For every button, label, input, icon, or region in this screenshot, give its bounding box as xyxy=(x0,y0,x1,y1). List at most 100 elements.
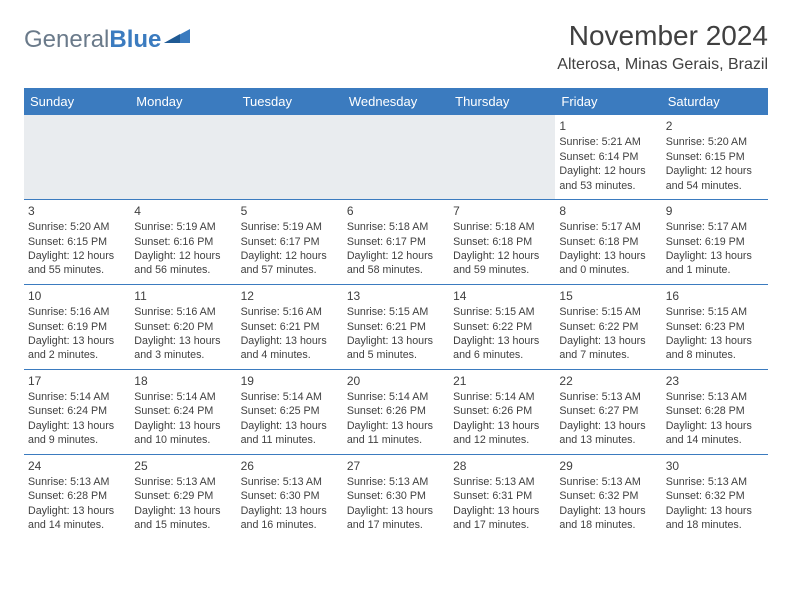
sunrise-text: Sunrise: 5:20 AM xyxy=(666,135,764,149)
sunrise-text: Sunrise: 5:14 AM xyxy=(134,390,232,404)
daylight-text: Daylight: 13 hours and 14 minutes. xyxy=(666,419,764,448)
day-number: 1 xyxy=(559,118,657,134)
calendar-week-row: 10 Sunrise: 5:16 AM Sunset: 6:19 PM Dayligh… xyxy=(24,284,768,369)
day-number: 22 xyxy=(559,373,657,389)
day-header: Tuesday xyxy=(237,88,343,115)
sunrise-text: Sunrise: 5:14 AM xyxy=(347,390,445,404)
calendar-day-cell: 2Sunrise: 5:20 AMSunset: 6:15 PMDaylight… xyxy=(662,115,768,199)
sunrise-text: Sunrise: 5:17 AM xyxy=(559,220,657,234)
calendar-day-cell: 3Sunrise: 5:20 AMSunset: 6:15 PMDaylight… xyxy=(24,199,130,284)
daylight-text: Daylight: 12 hours and 58 minutes. xyxy=(347,249,445,278)
calendar-day-cell: 8Sunrise: 5:17 AMSunset: 6:18 PMDaylight… xyxy=(555,199,661,284)
sunrise-text: Sunrise: 5:15 AM xyxy=(666,305,764,319)
header: GeneralBlue November 2024 Alterosa, Mina… xyxy=(24,20,768,74)
day-header: Saturday xyxy=(662,88,768,115)
calendar-day-cell: 18Sunrise: 5:14 AMSunset: 6:24 PMDayligh… xyxy=(130,369,236,454)
calendar-week-row: 3Sunrise: 5:20 AMSunset: 6:15 PMDaylight… xyxy=(24,199,768,284)
calendar-day-cell xyxy=(237,115,343,199)
calendar-week-row: 24Sunrise: 5:13 AMSunset: 6:28 PMDayligh… xyxy=(24,454,768,538)
brand-part1: General xyxy=(24,26,109,53)
sunset-text: Sunset: 6:32 PM xyxy=(559,489,657,503)
day-number: 26 xyxy=(241,458,339,474)
sunset-text: Sunset: 6:20 PM xyxy=(134,320,232,334)
calendar-day-cell: 15Sunrise: 5:15 AMSunset: 6:22 PMDayligh… xyxy=(555,284,661,369)
calendar-day-cell: 11Sunrise: 5:16 AMSunset: 6:20 PMDayligh… xyxy=(130,284,236,369)
brand-logo: GeneralBlue xyxy=(24,26,190,54)
sunset-text: Sunset: 6:30 PM xyxy=(241,489,339,503)
day-number: 29 xyxy=(559,458,657,474)
sunset-text: Sunset: 6:15 PM xyxy=(666,150,764,164)
sunset-text: Sunset: 6:17 PM xyxy=(241,235,339,249)
sunrise-text: Sunrise: 5:21 AM xyxy=(559,135,657,149)
title-block: November 2024 Alterosa, Minas Gerais, Br… xyxy=(557,20,768,74)
daylight-text: Daylight: 13 hours and 10 minutes. xyxy=(134,419,232,448)
sunrise-text: Sunrise: 5:18 AM xyxy=(347,220,445,234)
month-title: November 2024 xyxy=(557,20,768,52)
daylight-text: Daylight: 12 hours and 53 minutes. xyxy=(559,164,657,193)
sunset-text: Sunset: 6:23 PM xyxy=(666,320,764,334)
day-number: 13 xyxy=(347,288,445,304)
calendar-day-cell: 24Sunrise: 5:13 AMSunset: 6:28 PMDayligh… xyxy=(24,454,130,538)
daylight-text: Daylight: 13 hours and 14 minutes. xyxy=(28,504,126,533)
sunrise-text: Sunrise: 5:15 AM xyxy=(559,305,657,319)
day-number: 4 xyxy=(134,203,232,219)
sunset-text: Sunset: 6:14 PM xyxy=(559,150,657,164)
daylight-text: Daylight: 13 hours and 18 minutes. xyxy=(666,504,764,533)
daylight-text: Daylight: 13 hours and 18 minutes. xyxy=(559,504,657,533)
sunrise-text: Sunrise: 5:15 AM xyxy=(347,305,445,319)
sunset-text: Sunset: 6:26 PM xyxy=(453,404,551,418)
day-number: 24 xyxy=(28,458,126,474)
sunrise-text: Sunrise: 5:15 AM xyxy=(453,305,551,319)
sunset-text: Sunset: 6:22 PM xyxy=(453,320,551,334)
calendar-day-cell xyxy=(130,115,236,199)
daylight-text: Daylight: 13 hours and 13 minutes. xyxy=(559,419,657,448)
calendar-day-cell: 14Sunrise: 5:15 AMSunset: 6:22 PMDayligh… xyxy=(449,284,555,369)
day-number: 18 xyxy=(134,373,232,389)
day-number: 21 xyxy=(453,373,551,389)
location-text: Alterosa, Minas Gerais, Brazil xyxy=(557,56,768,74)
sunset-text: Sunset: 6:19 PM xyxy=(28,320,126,334)
sunrise-text: Sunrise: 5:17 AM xyxy=(666,220,764,234)
day-number: 27 xyxy=(347,458,445,474)
sunset-text: Sunset: 6:31 PM xyxy=(453,489,551,503)
daylight-text: Daylight: 13 hours and 6 minutes. xyxy=(453,334,551,363)
day-number: 30 xyxy=(666,458,764,474)
day-number: 11 xyxy=(134,288,232,304)
sunrise-text: Sunrise: 5:16 AM xyxy=(134,305,232,319)
sunrise-text: Sunrise: 5:13 AM xyxy=(666,390,764,404)
sunrise-text: Sunrise: 5:19 AM xyxy=(134,220,232,234)
daylight-text: Daylight: 13 hours and 16 minutes. xyxy=(241,504,339,533)
sunrise-text: Sunrise: 5:13 AM xyxy=(28,475,126,489)
calendar-day-cell: 19Sunrise: 5:14 AMSunset: 6:25 PMDayligh… xyxy=(237,369,343,454)
day-number: 10 xyxy=(28,288,126,304)
daylight-text: Daylight: 12 hours and 54 minutes. xyxy=(666,164,764,193)
calendar-day-cell: 16Sunrise: 5:15 AMSunset: 6:23 PMDayligh… xyxy=(662,284,768,369)
day-number: 7 xyxy=(453,203,551,219)
sunset-text: Sunset: 6:16 PM xyxy=(134,235,232,249)
calendar-day-cell: 4Sunrise: 5:19 AMSunset: 6:16 PMDaylight… xyxy=(130,199,236,284)
sunset-text: Sunset: 6:24 PM xyxy=(28,404,126,418)
day-number: 6 xyxy=(347,203,445,219)
daylight-text: Daylight: 13 hours and 11 minutes. xyxy=(241,419,339,448)
sunrise-text: Sunrise: 5:13 AM xyxy=(559,390,657,404)
daylight-text: Daylight: 13 hours and 1 minute. xyxy=(666,249,764,278)
sunrise-text: Sunrise: 5:13 AM xyxy=(453,475,551,489)
sunrise-text: Sunrise: 5:13 AM xyxy=(559,475,657,489)
sunset-text: Sunset: 6:19 PM xyxy=(666,235,764,249)
sunset-text: Sunset: 6:27 PM xyxy=(559,404,657,418)
calendar-day-cell: 28Sunrise: 5:13 AMSunset: 6:31 PMDayligh… xyxy=(449,454,555,538)
calendar-day-cell: 12Sunrise: 5:16 AMSunset: 6:21 PMDayligh… xyxy=(237,284,343,369)
daylight-text: Daylight: 13 hours and 3 minutes. xyxy=(134,334,232,363)
sunrise-text: Sunrise: 5:14 AM xyxy=(241,390,339,404)
calendar-page: GeneralBlue November 2024 Alterosa, Mina… xyxy=(0,0,792,555)
calendar-day-cell: 22Sunrise: 5:13 AMSunset: 6:27 PMDayligh… xyxy=(555,369,661,454)
day-number: 14 xyxy=(453,288,551,304)
sunset-text: Sunset: 6:17 PM xyxy=(347,235,445,249)
day-number: 2 xyxy=(666,118,764,134)
daylight-text: Daylight: 13 hours and 5 minutes. xyxy=(347,334,445,363)
day-number: 16 xyxy=(666,288,764,304)
day-number: 17 xyxy=(28,373,126,389)
sunset-text: Sunset: 6:28 PM xyxy=(28,489,126,503)
sunrise-text: Sunrise: 5:13 AM xyxy=(134,475,232,489)
day-number: 28 xyxy=(453,458,551,474)
